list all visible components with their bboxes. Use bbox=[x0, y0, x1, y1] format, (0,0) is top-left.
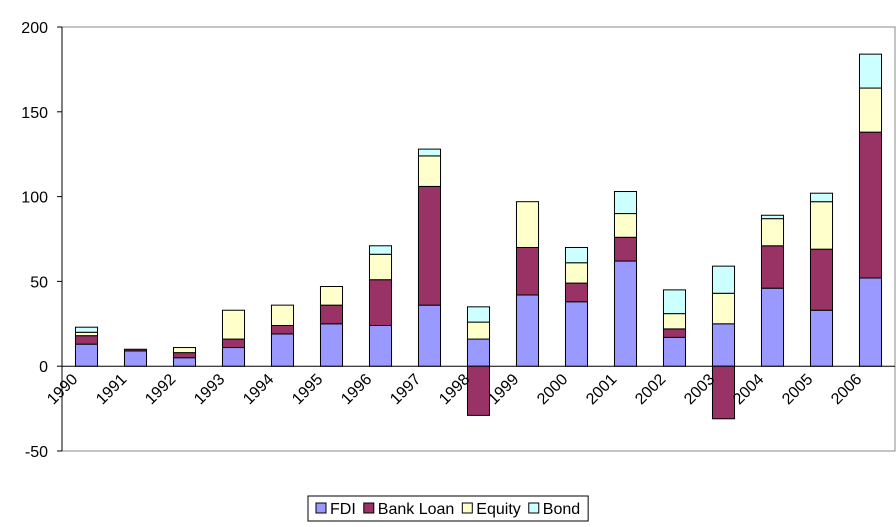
legend-swatch bbox=[363, 502, 375, 514]
legend-swatch bbox=[528, 502, 540, 514]
bar-segment bbox=[417, 148, 442, 157]
bar-segment bbox=[858, 131, 883, 279]
legend-box bbox=[307, 495, 589, 522]
legend-label: Bank Loan bbox=[378, 501, 455, 518]
x-tick-label: 1994 bbox=[240, 371, 277, 408]
x-tick-label: 2001 bbox=[583, 371, 620, 408]
x-tick-label: 1999 bbox=[485, 371, 522, 408]
bar-segment bbox=[613, 260, 638, 367]
bar-segment bbox=[858, 87, 883, 133]
y-tick-label: 50 bbox=[30, 274, 48, 291]
bar-segment bbox=[809, 192, 834, 203]
y-tick-label: 200 bbox=[21, 20, 48, 37]
bar-segment bbox=[270, 324, 295, 335]
bar-segment bbox=[466, 321, 491, 340]
bar-segment bbox=[760, 218, 785, 247]
bar-segment bbox=[662, 313, 687, 330]
bar-segment bbox=[368, 324, 393, 367]
bar-segment bbox=[760, 287, 785, 367]
x-tick-label: 2006 bbox=[828, 371, 865, 408]
bar-segment bbox=[368, 279, 393, 326]
bar-segment bbox=[270, 333, 295, 367]
bar-segment bbox=[662, 289, 687, 315]
bar-segment bbox=[564, 282, 589, 303]
legend-label: Equity bbox=[476, 501, 520, 518]
x-tick-label: 1995 bbox=[289, 371, 326, 408]
y-tick-label: -50 bbox=[25, 444, 48, 461]
bar-segment bbox=[809, 248, 834, 311]
bar-segment bbox=[172, 352, 197, 359]
x-tick-label: 1997 bbox=[387, 371, 424, 408]
bar-segment bbox=[858, 53, 883, 89]
bar-segment bbox=[172, 357, 197, 367]
bar-segment bbox=[368, 245, 393, 255]
bar-segment bbox=[613, 236, 638, 262]
x-tick-label: 1996 bbox=[338, 371, 375, 408]
bar-segment bbox=[760, 245, 785, 289]
bar-segment bbox=[221, 347, 246, 367]
y-tick-label: 0 bbox=[39, 359, 48, 376]
bar-segment bbox=[711, 292, 736, 325]
bar-segment bbox=[760, 214, 785, 220]
y-tick-label: 100 bbox=[21, 190, 48, 207]
legend-swatch bbox=[461, 502, 473, 514]
bar-segment bbox=[858, 277, 883, 367]
bar-segment bbox=[417, 155, 442, 187]
bar-segment bbox=[711, 323, 736, 367]
bar-segment bbox=[613, 191, 638, 215]
bar-segment bbox=[368, 253, 393, 281]
bar-segment bbox=[172, 347, 197, 354]
x-tick-label: 1991 bbox=[93, 371, 130, 408]
bar-segment bbox=[564, 262, 589, 284]
bar-segment bbox=[74, 331, 99, 337]
x-tick-label: 2005 bbox=[779, 371, 816, 408]
bar-segment bbox=[123, 348, 148, 352]
bar-segment bbox=[466, 365, 491, 416]
x-tick-label: 1993 bbox=[191, 371, 228, 408]
bar-segment bbox=[613, 213, 638, 238]
bar-segment bbox=[221, 338, 246, 349]
bar-segment bbox=[221, 309, 246, 340]
legend: FDI Bank Loan Equity Bond bbox=[307, 495, 589, 522]
x-tick-label: 2000 bbox=[534, 371, 571, 408]
x-tick-label: 2002 bbox=[632, 371, 669, 408]
legend-swatch bbox=[315, 502, 327, 514]
bar-segment bbox=[319, 285, 344, 306]
bar-segment bbox=[809, 201, 834, 250]
bar-segment bbox=[466, 338, 491, 367]
bar-segment bbox=[515, 246, 540, 296]
x-tick-label: 1992 bbox=[142, 371, 179, 408]
bar-segment bbox=[319, 304, 344, 325]
bar-segment bbox=[711, 265, 736, 294]
bar-segment bbox=[711, 365, 736, 420]
bar-segment bbox=[466, 306, 491, 323]
bar-segment bbox=[515, 201, 540, 248]
bar-segment bbox=[270, 304, 295, 326]
x-tick-label: 2004 bbox=[730, 371, 767, 408]
bar-segment bbox=[319, 323, 344, 367]
bar-segment bbox=[564, 246, 589, 264]
bar-segment bbox=[417, 304, 442, 367]
bar-segment bbox=[74, 335, 99, 345]
bar-segment bbox=[662, 336, 687, 367]
y-tick-label: 150 bbox=[21, 105, 48, 122]
bar-segment bbox=[74, 343, 99, 367]
x-tick-label: 1990 bbox=[44, 371, 81, 408]
bar-segment bbox=[809, 309, 834, 367]
legend-label: FDI bbox=[330, 501, 356, 518]
bar-segment bbox=[662, 328, 687, 338]
bar-segment bbox=[515, 294, 540, 367]
legend-label: Bond bbox=[543, 501, 580, 518]
bar-segment bbox=[417, 185, 442, 306]
bar-segment bbox=[74, 326, 99, 333]
bar-segment bbox=[123, 350, 148, 367]
bar-segment bbox=[564, 301, 589, 367]
